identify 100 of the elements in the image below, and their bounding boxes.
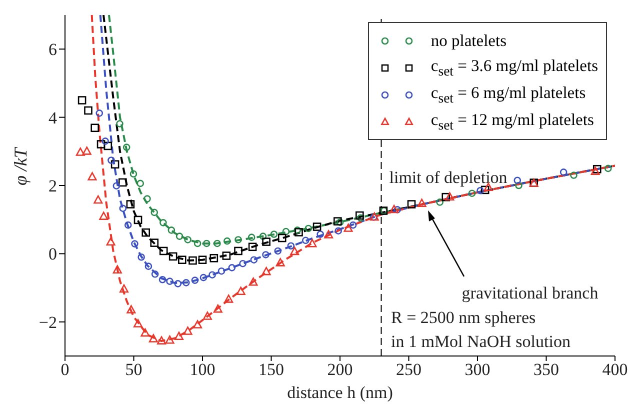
y-tick-label: 0 [48,244,57,264]
x-tick-label: 0 [60,360,70,380]
point [324,230,334,238]
point [96,140,106,148]
point [130,170,138,178]
point [90,124,99,132]
point [476,186,484,194]
point [151,270,159,278]
legend-label: c$_{set}$ = 6 mg/ml platelets [430,82,586,106]
point [234,246,242,256]
point [515,182,522,190]
x-tick-label: 300 [464,360,490,380]
point [290,246,300,256]
point [210,254,218,262]
point [188,256,197,265]
point [270,230,278,238]
point [94,195,103,204]
point [514,176,522,184]
point [294,226,302,234]
point [202,240,210,248]
point [468,190,476,197]
point [159,246,168,256]
point [119,284,128,293]
point [442,192,450,202]
point [276,258,285,266]
point [110,160,120,169]
point [134,216,142,224]
point [436,198,444,206]
point [334,217,342,226]
point [78,96,86,104]
point [417,198,426,208]
x-tick-label: 350 [534,360,559,380]
point [224,294,234,303]
point [166,278,174,285]
point [76,148,85,156]
point [198,256,207,264]
point [131,240,138,248]
x-tick-label: 200 [327,360,353,380]
point [394,206,401,214]
point [134,319,143,328]
point [148,334,158,342]
point [208,271,216,278]
point [165,335,174,344]
point [202,312,212,320]
ref-line-label: limit of depletion [389,168,508,187]
point [278,234,286,242]
point [294,228,303,236]
point [82,146,92,155]
point [344,224,353,232]
point [214,240,221,248]
point [194,240,202,248]
point [308,238,317,248]
point [248,242,257,252]
point [592,164,602,174]
point [236,286,246,295]
point [168,252,178,261]
point [262,266,271,276]
point [239,260,246,268]
point [262,251,270,258]
point [178,256,186,264]
point [250,256,258,264]
x-tick-label: 100 [190,360,216,380]
point [96,110,104,117]
point [312,222,322,231]
point [213,304,222,313]
point [570,172,578,179]
legend-label: c$_{set}$ = 3.6 mg/ml platelets [430,56,598,80]
point [234,236,242,244]
point [174,280,182,288]
point [176,232,184,240]
point [84,106,92,115]
point [248,234,256,241]
point [356,214,364,222]
point [287,242,295,250]
point [184,236,192,244]
point [122,144,130,151]
point [160,219,167,226]
point [334,227,342,235]
y-tick-label: 2 [48,176,57,196]
point [99,212,108,220]
point [356,211,364,220]
point [116,120,124,128]
point [228,264,236,272]
point [174,332,184,340]
y-tick-label: −2 [38,312,57,332]
point [136,180,144,188]
point [182,279,190,286]
point [259,232,267,240]
point [445,192,454,201]
point [302,236,310,244]
x-tick-label: 150 [258,360,284,380]
point [407,200,416,208]
point [274,247,282,255]
point [183,326,192,335]
point [193,320,202,328]
point [191,276,199,284]
point [106,237,116,246]
point [168,226,176,234]
point [112,182,120,190]
annotation: in 1 mMol NaOH solution [391,331,570,353]
